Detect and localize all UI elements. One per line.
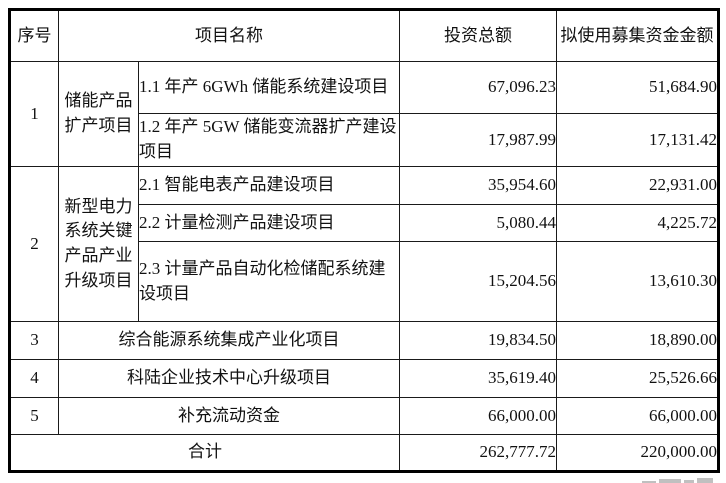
raised-funds-cell: 66,000.00 <box>556 397 719 435</box>
project-name-cell: 1.1 年产 6GWh 储能系统建设项目 <box>138 61 400 114</box>
raised-funds-cell: 4,225.72 <box>556 204 719 242</box>
watermark-fragment <box>642 472 726 483</box>
project-name-cell: 科陆企业技术中心升级项目 <box>58 359 400 398</box>
project-name-cell: 2.1 智能电表产品建设项目 <box>138 166 400 205</box>
table-row: 2.3 计量产品自动化检储配系统建设项目 15,204.56 13,610.30 <box>10 241 719 322</box>
serial-number-cell: 2 <box>9 166 59 322</box>
header-raised-funds: 拟使用募集资金金额 <box>556 9 719 62</box>
serial-number-cell: 4 <box>9 359 59 398</box>
header-project-name: 项目名称 <box>58 9 400 62</box>
table-row: 5 补充流动资金 66,000.00 66,000.00 <box>9 397 719 435</box>
raised-funds-cell: 25,526.66 <box>556 359 719 398</box>
serial-number-cell: 1 <box>9 61 59 167</box>
table-row: 3 综合能源系统集成产业化项目 19,834.50 18,890.00 <box>9 321 719 360</box>
investment-cell: 66,000.00 <box>399 397 557 435</box>
table-row: 1 储能产品扩产项目 1.1 年产 6GWh 储能系统建设项目 67,096.2… <box>9 61 719 167</box>
investment-cell: 67,096.23 <box>399 61 557 114</box>
raised-funds-cell: 17,131.42 <box>556 113 719 167</box>
investment-cell: 19,834.50 <box>399 321 557 360</box>
raised-funds-cell: 13,610.30 <box>556 241 719 322</box>
project-name-cell: 1.2 年产 5GW 储能变流器扩产建设项目 <box>138 113 400 167</box>
serial-number-cell: 3 <box>9 321 59 360</box>
total-row: 合计 262,777.72 220,000.00 <box>9 434 719 472</box>
table-row: 4 科陆企业技术中心升级项目 35,619.40 25,526.66 <box>9 359 719 398</box>
investment-cell: 15,204.56 <box>399 241 557 322</box>
raised-funds-cell: 18,890.00 <box>556 321 719 360</box>
investment-cell: 35,954.60 <box>399 166 557 205</box>
project-name-cell: 综合能源系统集成产业化项目 <box>58 321 400 360</box>
table-row: 2 新型电力系统关键产品产业升级项目 2.1 智能电表产品建设项目 35,954… <box>9 166 719 322</box>
serial-number-cell: 5 <box>9 397 59 435</box>
group-label-cell: 新型电力系统关键产品产业升级项目 <box>58 166 139 322</box>
header-total-investment: 投资总额 <box>399 9 557 62</box>
fundraising-projects-table: 序号 项目名称 投资总额 拟使用募集资金金额 1 储能产品扩产项目 1.1 年产… <box>8 8 720 473</box>
project-name-cell: 补充流动资金 <box>58 397 400 435</box>
total-investment-cell: 262,777.72 <box>399 434 557 472</box>
group-label-cell: 储能产品扩产项目 <box>58 61 139 167</box>
raised-funds-cell: 22,931.00 <box>556 166 719 205</box>
investment-cell: 17,987.99 <box>399 113 557 167</box>
total-raised-funds-cell: 220,000.00 <box>556 434 719 472</box>
project-name-cell: 2.3 计量产品自动化检储配系统建设项目 <box>138 241 400 322</box>
total-label-cell: 合计 <box>9 434 400 472</box>
table-row: 1.2 年产 5GW 储能变流器扩产建设项目 17,987.99 17,131.… <box>10 113 719 167</box>
investment-cell: 5,080.44 <box>399 204 557 242</box>
raised-funds-cell: 51,684.90 <box>556 61 719 114</box>
table-row: 2.2 计量检测产品建设项目 5,080.44 4,225.72 <box>10 204 719 242</box>
investment-cell: 35,619.40 <box>399 359 557 398</box>
header-serial-number: 序号 <box>9 9 59 62</box>
project-name-cell: 2.2 计量检测产品建设项目 <box>138 204 400 242</box>
table-header-row: 序号 项目名称 投资总额 拟使用募集资金金额 <box>9 9 719 62</box>
